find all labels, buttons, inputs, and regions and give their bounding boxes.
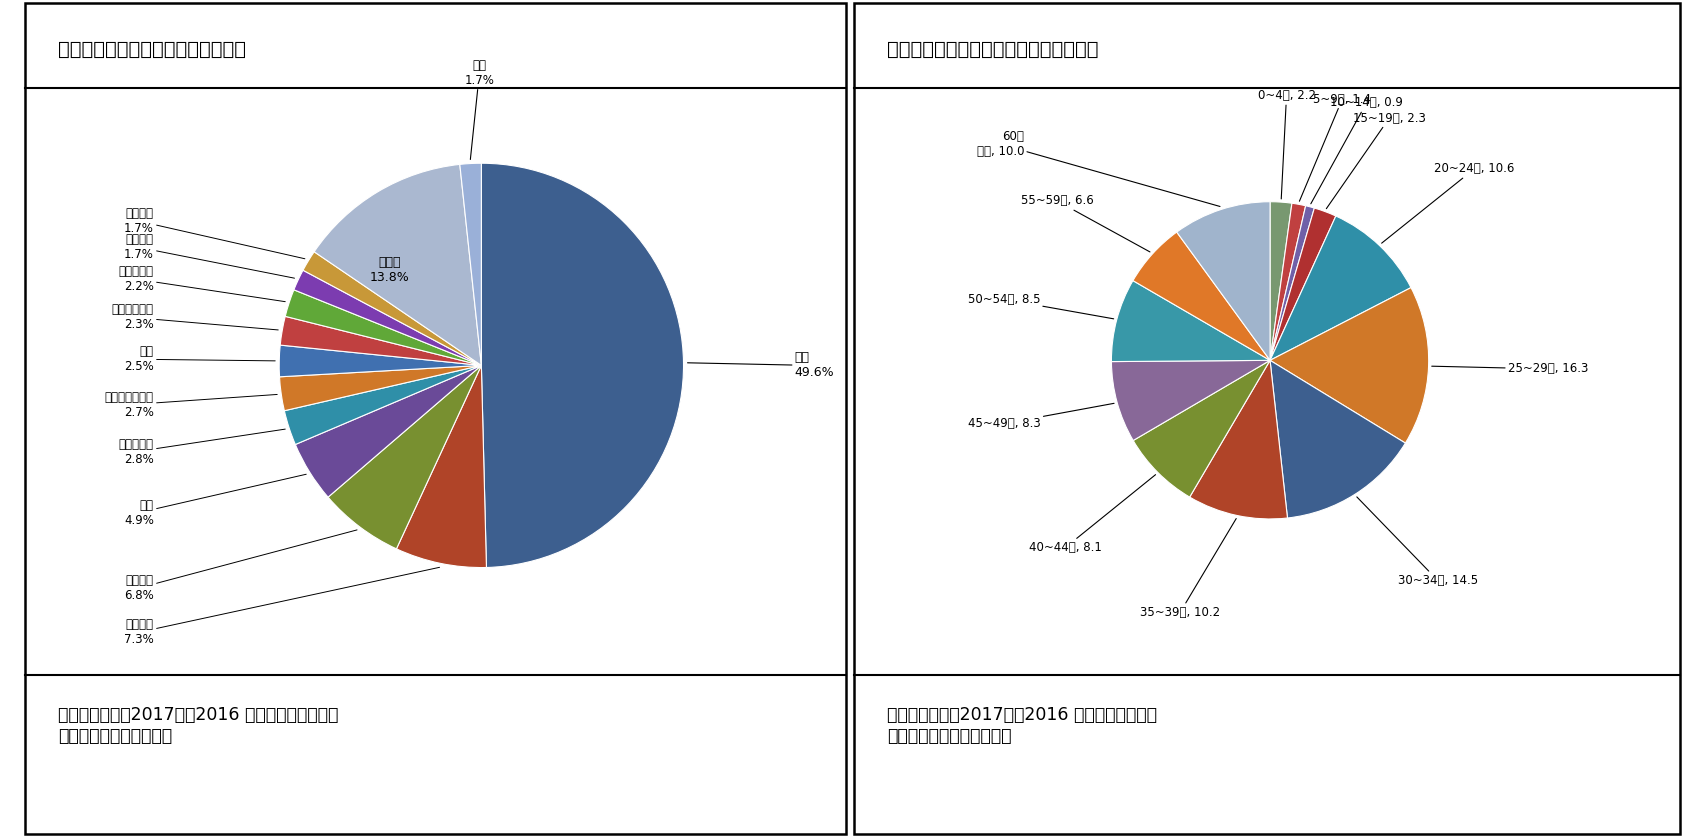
Wedge shape bbox=[286, 290, 481, 365]
Text: 40~44歳, 8.1: 40~44歳, 8.1 bbox=[1029, 474, 1156, 554]
Text: インドネシア
2.3%: インドネシア 2.3% bbox=[112, 303, 277, 331]
Text: モンゴル
1.7%: モンゴル 1.7% bbox=[124, 207, 305, 259]
Text: その他
13.8%: その他 13.8% bbox=[369, 256, 409, 284]
Text: アメリカ
6.8%: アメリカ 6.8% bbox=[124, 530, 357, 602]
Wedge shape bbox=[294, 270, 481, 365]
Wedge shape bbox=[281, 317, 481, 365]
Wedge shape bbox=[1112, 360, 1271, 441]
Wedge shape bbox=[315, 164, 481, 365]
Text: ベトナム
7.3%: ベトナム 7.3% bbox=[124, 567, 440, 646]
Wedge shape bbox=[279, 345, 481, 377]
Text: 35~39歳, 10.2: 35~39歳, 10.2 bbox=[1140, 519, 1237, 618]
Wedge shape bbox=[284, 365, 481, 444]
Wedge shape bbox=[1176, 202, 1271, 360]
Wedge shape bbox=[303, 251, 481, 365]
Wedge shape bbox=[481, 163, 684, 567]
Wedge shape bbox=[1134, 360, 1271, 497]
Wedge shape bbox=[396, 365, 486, 567]
Text: 出所）法務部（2017）『2016 出入国・外国人政
策統計月報』より筆者作成: 出所）法務部（2017）『2016 出入国・外国人政 策統計月報』より筆者作成 bbox=[888, 706, 1157, 745]
Wedge shape bbox=[1112, 281, 1271, 361]
Text: 台湾
1.7%: 台湾 1.7% bbox=[465, 59, 494, 159]
Text: ウズベキスタン
2.7%: ウズベキスタン 2.7% bbox=[105, 391, 277, 419]
Text: 0~4歳, 2.2: 0~4歳, 2.2 bbox=[1257, 90, 1315, 199]
Text: 50~54歳, 8.5: 50~54歳, 8.5 bbox=[968, 292, 1113, 318]
Text: 図表３　年齢階層別在留外国人の構成比: 図表３ 年齢階層別在留外国人の構成比 bbox=[888, 40, 1100, 59]
Text: 25~29歳, 16.3: 25~29歳, 16.3 bbox=[1431, 363, 1589, 375]
Wedge shape bbox=[1271, 360, 1406, 518]
Wedge shape bbox=[1271, 202, 1293, 360]
Wedge shape bbox=[460, 163, 481, 365]
Wedge shape bbox=[1271, 216, 1411, 360]
Text: 30~34歳, 14.5: 30~34歳, 14.5 bbox=[1357, 497, 1477, 587]
Text: 45~49歳, 8.3: 45~49歳, 8.3 bbox=[968, 403, 1113, 430]
Text: 日本
2.5%: 日本 2.5% bbox=[124, 345, 276, 373]
Text: ネパール
1.7%: ネパール 1.7% bbox=[124, 234, 294, 278]
Wedge shape bbox=[296, 365, 481, 497]
Wedge shape bbox=[279, 365, 481, 411]
Wedge shape bbox=[1271, 208, 1337, 360]
Wedge shape bbox=[1271, 204, 1306, 360]
Text: タイ
4.9%: タイ 4.9% bbox=[124, 474, 306, 526]
Text: 出所）法務部（2017）『2016 出入国・外国人政策
統計月報』より筆者作成: 出所）法務部（2017）『2016 出入国・外国人政策 統計月報』より筆者作成 bbox=[58, 706, 338, 745]
Text: 5~9歳, 1.4: 5~9歳, 1.4 bbox=[1299, 93, 1371, 201]
Wedge shape bbox=[1189, 360, 1288, 519]
Text: 中国
49.6%: 中国 49.6% bbox=[687, 351, 834, 380]
Text: 10~14歳, 0.9: 10~14歳, 0.9 bbox=[1311, 96, 1403, 204]
Text: 図表２　国籍別在留外国人の構成比: 図表２ 国籍別在留外国人の構成比 bbox=[58, 40, 247, 59]
Text: 60歳
以上, 10.0: 60歳 以上, 10.0 bbox=[976, 130, 1220, 206]
Text: カンボジア
2.2%: カンボジア 2.2% bbox=[118, 265, 286, 302]
Wedge shape bbox=[1134, 232, 1271, 360]
Wedge shape bbox=[1271, 206, 1315, 360]
Text: フィリピン
2.8%: フィリピン 2.8% bbox=[118, 429, 286, 466]
Text: 15~19歳, 2.3: 15~19歳, 2.3 bbox=[1327, 111, 1426, 209]
Wedge shape bbox=[1271, 287, 1428, 443]
Wedge shape bbox=[328, 365, 481, 549]
Text: 55~59歳, 6.6: 55~59歳, 6.6 bbox=[1020, 194, 1151, 252]
Text: 20~24歳, 10.6: 20~24歳, 10.6 bbox=[1382, 163, 1514, 243]
